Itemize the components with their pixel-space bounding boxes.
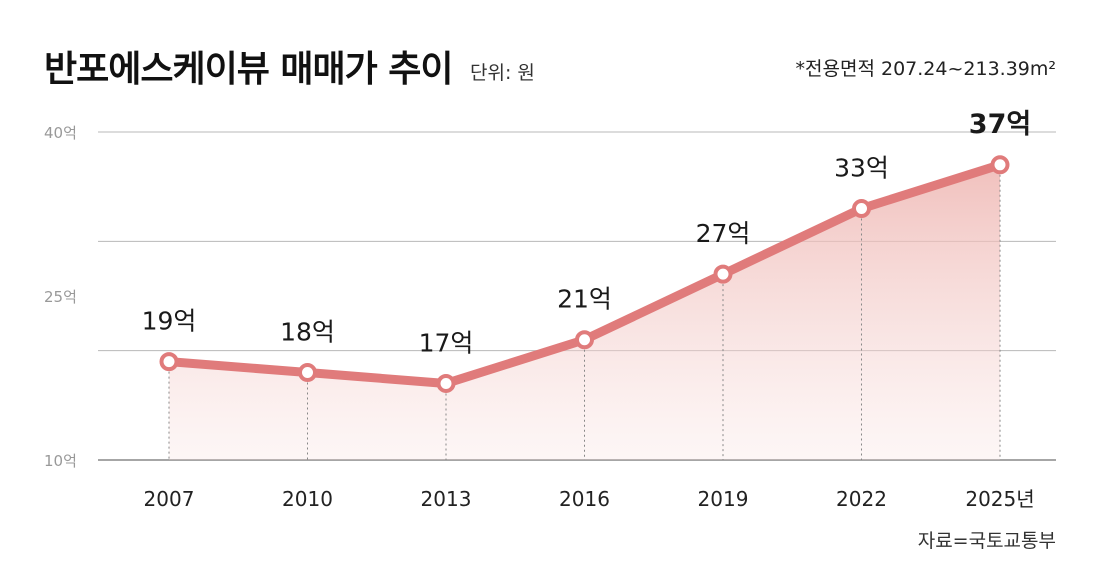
data-label: 33억 [834, 154, 889, 183]
x-tick-label: 2022 [836, 487, 887, 511]
data-point [990, 155, 1010, 175]
data-label: 27억 [696, 219, 751, 248]
y-tick-label: 10억 [44, 452, 77, 470]
y-tick-label: 40억 [44, 124, 77, 142]
data-label: 19억 [142, 307, 197, 336]
unit-label: 단위: 원 [470, 62, 535, 84]
data-label: 18억 [280, 318, 335, 347]
area-note: *전용면적 207.24~213.39m² [795, 58, 1056, 80]
x-tick-label: 2025년 [965, 487, 1034, 511]
x-tick-label: 2019 [698, 487, 749, 511]
x-tick-label: 2016 [559, 487, 610, 511]
chart-title: 반포에스케이뷰 매매가 추이 [44, 49, 454, 90]
data-point [575, 330, 594, 350]
data-point [298, 363, 317, 383]
data-point [852, 199, 871, 219]
data-point [713, 264, 733, 284]
y-tick-label: 25억 [44, 288, 77, 306]
data-label: 21억 [557, 285, 612, 314]
data-point [436, 373, 456, 393]
data-label: 17억 [419, 328, 474, 357]
x-tick-label: 2010 [282, 487, 333, 511]
data-point [159, 352, 179, 372]
x-tick-label: 2007 [144, 487, 195, 511]
data-label: 37억 [969, 109, 1031, 140]
source-credit: 자료=국토교통부 [917, 530, 1056, 552]
area-fill [169, 164, 1000, 461]
x-tick-label: 2013 [421, 487, 472, 511]
